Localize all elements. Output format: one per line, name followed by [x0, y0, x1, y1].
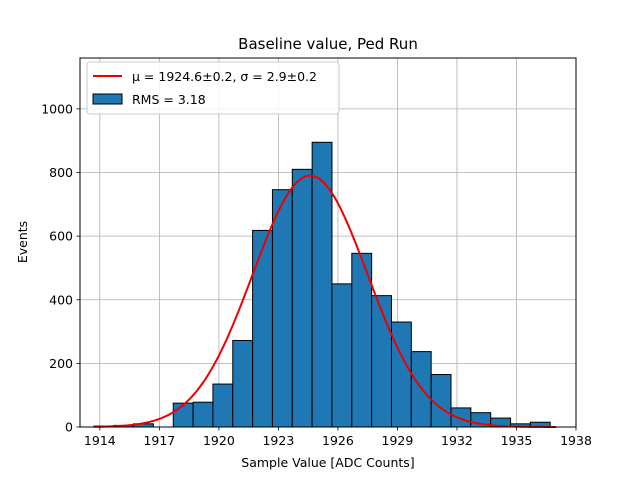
- x-tick-label: 1923: [262, 433, 294, 448]
- legend-box: [86, 61, 340, 115]
- fit-curve-group: [93, 174, 557, 428]
- histogram-bar: [271, 189, 293, 428]
- y-tick-label: 0: [65, 420, 73, 435]
- chart-title: Baseline value, Ped Run: [238, 35, 418, 53]
- histogram-bar: [172, 402, 194, 428]
- y-tick-label: 200: [49, 356, 73, 371]
- histogram-bar: [192, 401, 214, 428]
- legend-hist-label: RMS = 3.18: [132, 92, 206, 107]
- histogram-bar: [390, 321, 412, 428]
- x-tick-label: 1932: [441, 433, 473, 448]
- x-tick-label: 1920: [203, 433, 235, 448]
- x-tick-label: 1917: [143, 433, 175, 448]
- histogram-bar: [371, 295, 392, 428]
- histogram-bar: [311, 141, 333, 428]
- x-tick-label: 1929: [382, 433, 414, 448]
- x-tick-label: 1926: [322, 433, 354, 448]
- gaussian-fit-curve: [93, 174, 557, 428]
- histogram-bar: [430, 374, 452, 428]
- y-tick-label: 1000: [41, 101, 73, 116]
- y-axis-label: Events: [15, 221, 30, 263]
- x-axis-ticks: 1914 1917 1920 1923 1926 1929 1932 1935 1938: [84, 427, 592, 448]
- histogram-bar: [252, 229, 273, 428]
- histogram-bar: [212, 383, 234, 428]
- y-axis-ticks: 0 200 400 600 800 1000: [41, 101, 80, 435]
- x-tick-label: 1935: [501, 433, 533, 448]
- legend-hist-patch-swatch: [92, 93, 123, 105]
- histogram-bar: [450, 407, 472, 428]
- histogram-bar: [291, 168, 313, 428]
- histogram-bar: [331, 283, 353, 428]
- y-tick-label: 600: [49, 229, 73, 244]
- histogram-bar: [232, 339, 254, 428]
- legend-fit-label: μ = 1924.6±0.2, σ = 2.9±0.2: [132, 69, 317, 84]
- x-tick-label: 1914: [84, 433, 116, 448]
- legend: μ = 1924.6±0.2, σ = 2.9±0.2 RMS = 3.18: [86, 61, 340, 115]
- x-tick-label: 1938: [560, 433, 592, 448]
- plot-frame: [79, 57, 577, 428]
- y-tick-label: 800: [49, 165, 73, 180]
- y-tick-label: 400: [49, 292, 73, 307]
- x-axis-label: Sample Value [ADC Counts]: [241, 455, 414, 470]
